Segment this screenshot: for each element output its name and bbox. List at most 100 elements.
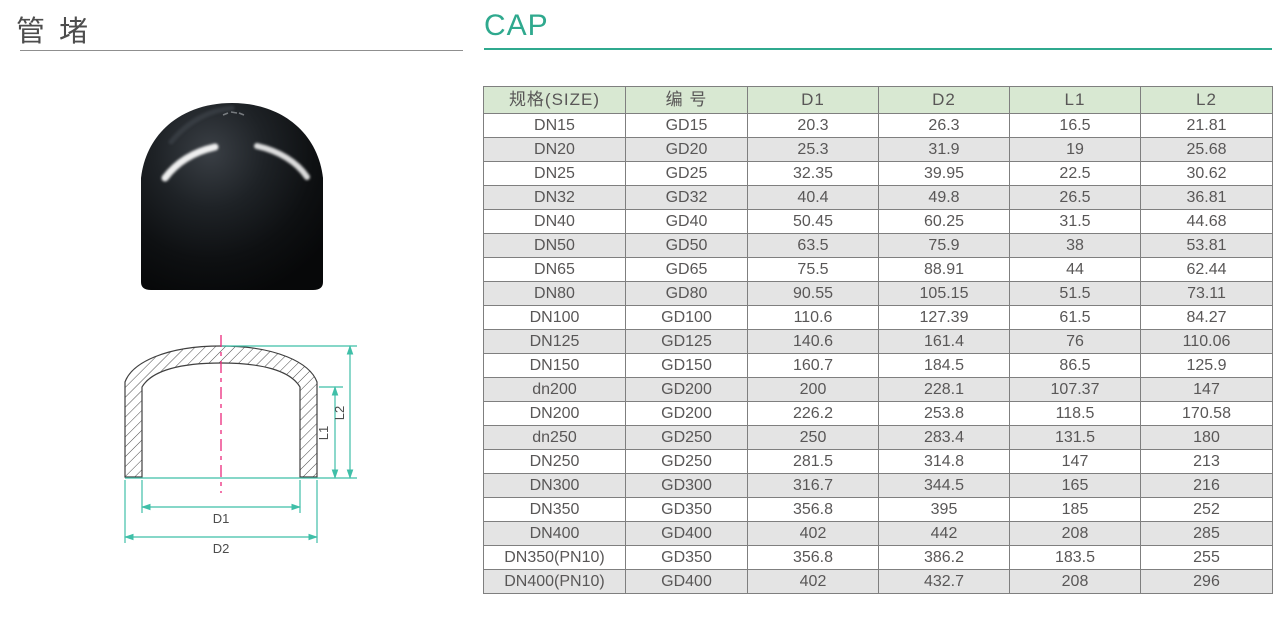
table-cell: 131.5: [1009, 425, 1141, 450]
table-cell: DN150: [483, 353, 626, 378]
table-cell: GD25: [625, 161, 748, 186]
table-cell: DN65: [483, 257, 626, 282]
table-cell: GD250: [625, 449, 748, 474]
table-cell: 40.4: [747, 185, 879, 210]
table-cell: 90.55: [747, 281, 879, 306]
cap-highlight-left: [161, 143, 219, 182]
table-cell: 216: [1140, 473, 1273, 498]
table-cell: 86.5: [1009, 353, 1141, 378]
table-cell: 213: [1140, 449, 1273, 474]
page-title-zh: 管 堵: [16, 16, 92, 48]
table-cell: 208: [1009, 569, 1141, 594]
table-cell: 395: [878, 497, 1010, 522]
table-cell: 160.7: [747, 353, 879, 378]
table-cell: 127.39: [878, 305, 1010, 330]
table-cell: 250: [747, 425, 879, 450]
table-cell: DN200: [483, 401, 626, 426]
table-row: DN100 GD100 110.6 127.39 61.5 84.27: [483, 305, 1273, 330]
table-cell: 140.6: [747, 329, 879, 354]
table-cell: 184.5: [878, 353, 1010, 378]
table-row: DN150 GD150 160.7 184.5 86.5 125.9: [483, 353, 1273, 378]
table-cell: 44: [1009, 257, 1141, 282]
table-row: dn250 GD250 250 283.4 131.5 180: [483, 425, 1273, 450]
table-cell: GD350: [625, 497, 748, 522]
table-cell: 356.8: [747, 497, 879, 522]
table-cell: 110.06: [1140, 329, 1273, 354]
dimension-lines: [124, 345, 357, 543]
table-cell: GD300: [625, 473, 748, 498]
dim-label-d2: D2: [213, 541, 230, 556]
table-row: DN32 GD32 40.4 49.8 26.5 36.81: [483, 185, 1273, 210]
table-cell: 180: [1140, 425, 1273, 450]
table-cell: DN80: [483, 281, 626, 306]
table-cell: DN100: [483, 305, 626, 330]
table-cell: GD400: [625, 521, 748, 546]
table-cell: 44.68: [1140, 209, 1273, 234]
table-cell: 296: [1140, 569, 1273, 594]
table-cell: DN300: [483, 473, 626, 498]
table-cell: 161.4: [878, 329, 1010, 354]
table-cell: 61.5: [1009, 305, 1141, 330]
table-cell: GD20: [625, 137, 748, 162]
table-cell: 147: [1140, 377, 1273, 402]
table-cell: 49.8: [878, 185, 1010, 210]
table-cell: DN400(PN10): [483, 569, 626, 594]
table-cell: 25.3: [747, 137, 879, 162]
table-cell: GD350: [625, 545, 748, 570]
table-row: DN125 GD125 140.6 161.4 76 110.06: [483, 329, 1273, 354]
table-cell: 432.7: [878, 569, 1010, 594]
table-cell: 31.9: [878, 137, 1010, 162]
table-cell: DN20: [483, 137, 626, 162]
table-row: DN300 GD300 316.7 344.5 165 216: [483, 473, 1273, 498]
table-cell: 38: [1009, 233, 1141, 258]
table-cell: 50.45: [747, 209, 879, 234]
table-cell: DN400: [483, 521, 626, 546]
table-cell: 402: [747, 569, 879, 594]
table-cell: 185: [1009, 497, 1141, 522]
table-cell: 283.4: [878, 425, 1010, 450]
table-cell: 26.5: [1009, 185, 1141, 210]
table-cell: 314.8: [878, 449, 1010, 474]
table-cell: 228.1: [878, 377, 1010, 402]
table-cell: GD100: [625, 305, 748, 330]
table-cell: DN15: [483, 113, 626, 138]
table-row: DN65 GD65 75.5 88.91 44 62.44: [483, 257, 1273, 282]
page-title-en: CAP: [484, 9, 549, 42]
table-cell: 22.5: [1009, 161, 1141, 186]
table-cell: 281.5: [747, 449, 879, 474]
table-cell: 62.44: [1140, 257, 1273, 282]
table-row: DN400 GD400 402 442 208 285: [483, 521, 1273, 546]
table-cell: 226.2: [747, 401, 879, 426]
table-cell: 73.11: [1140, 281, 1273, 306]
table-cell: 147: [1009, 449, 1141, 474]
table-cell: 183.5: [1009, 545, 1141, 570]
table-cell: 255: [1140, 545, 1273, 570]
table-cell: GD80: [625, 281, 748, 306]
table-cell: DN350: [483, 497, 626, 522]
table-cell: 356.8: [747, 545, 879, 570]
table-cell: dn250: [483, 425, 626, 450]
column-header: L1: [1009, 86, 1141, 114]
dim-label-l1: L1: [316, 426, 331, 440]
column-header: 编 号: [625, 86, 748, 114]
table-cell: 316.7: [747, 473, 879, 498]
table-cell: GD400: [625, 569, 748, 594]
title-rule-left: [20, 50, 463, 51]
table-cell: GD250: [625, 425, 748, 450]
table-cell: 30.62: [1140, 161, 1273, 186]
table-cell: 125.9: [1140, 353, 1273, 378]
table-cell: 252: [1140, 497, 1273, 522]
table-cell: 285: [1140, 521, 1273, 546]
table-row: DN20 GD20 25.3 31.9 19 25.68: [483, 137, 1273, 162]
table-cell: 386.2: [878, 545, 1010, 570]
table-cell: 110.6: [747, 305, 879, 330]
table-cell: 118.5: [1009, 401, 1141, 426]
table-cell: 20.3: [747, 113, 879, 138]
table-cell: 88.91: [878, 257, 1010, 282]
table-cell: GD200: [625, 377, 748, 402]
table-row: dn200 GD200 200 228.1 107.37 147: [483, 377, 1273, 402]
table-cell: 253.8: [878, 401, 1010, 426]
table-cell: DN40: [483, 209, 626, 234]
table-cell: 36.81: [1140, 185, 1273, 210]
table-cell: 32.35: [747, 161, 879, 186]
